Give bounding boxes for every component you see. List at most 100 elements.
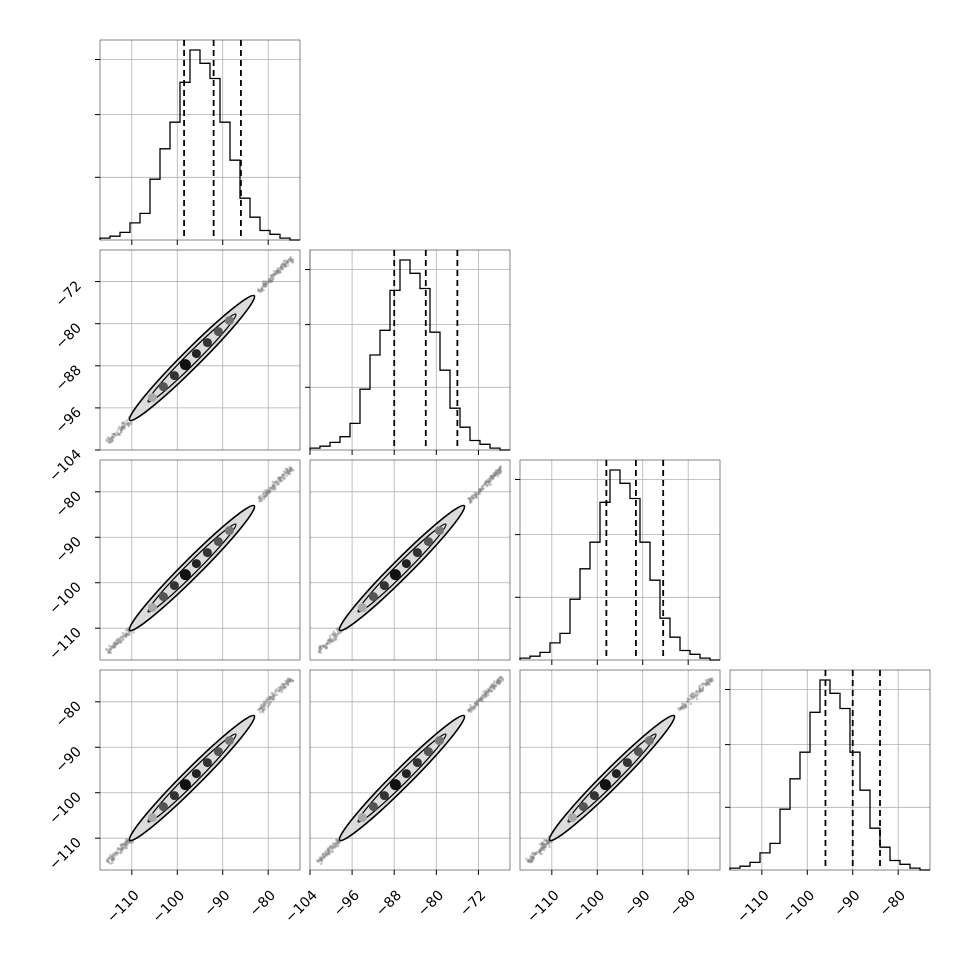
sample-point (318, 645, 321, 649)
sample-point (328, 848, 331, 851)
sample-point (329, 639, 333, 642)
sample-point (268, 280, 271, 284)
sample-point (334, 842, 337, 846)
sample-point (490, 682, 494, 686)
sample-point (706, 678, 710, 682)
sample-point (285, 260, 289, 264)
sample-point (680, 705, 683, 709)
sample-point (120, 848, 124, 852)
sample-point (259, 704, 263, 708)
sample-point (490, 475, 494, 478)
sample-point (279, 265, 283, 269)
sample-point (279, 686, 282, 689)
sample-point (126, 839, 129, 843)
sample-point (482, 486, 485, 490)
sample-point (541, 845, 545, 848)
sample-point (269, 697, 272, 701)
sample-point (326, 638, 330, 642)
density-blob (147, 393, 157, 403)
sample-point (540, 848, 543, 852)
histogram-step-line (519, 469, 720, 661)
sample-point (492, 684, 496, 688)
sample-point (546, 842, 549, 846)
sample-point (271, 480, 275, 484)
sample-point (698, 688, 702, 692)
sample-point (478, 492, 481, 496)
x-tick-label: −72 (457, 888, 489, 920)
sample-point (324, 853, 328, 856)
sample-point (692, 692, 695, 695)
sample-point (545, 841, 549, 845)
sample-point (279, 266, 283, 269)
histogram-step-line (729, 679, 930, 871)
density-blob (423, 747, 433, 757)
sample-point (542, 845, 546, 848)
sample-point (321, 645, 325, 648)
contour-inner (567, 733, 657, 823)
sample-point (120, 428, 123, 432)
sample-point (318, 647, 322, 650)
density-blob (191, 349, 201, 359)
sample-point (289, 468, 292, 472)
sample-point (265, 698, 268, 702)
sample-point (261, 708, 265, 711)
sample-point (323, 644, 326, 648)
sample-point (124, 838, 128, 841)
sample-point (484, 692, 488, 696)
sample-point (689, 694, 692, 698)
density-blob (213, 537, 223, 547)
sample-point (495, 473, 498, 476)
panel-frame (99, 459, 301, 661)
sample-point (275, 269, 279, 273)
sample-point (323, 645, 326, 649)
sample-point (684, 706, 688, 709)
sample-point (325, 642, 328, 646)
sample-point (289, 467, 292, 470)
sample-point (527, 860, 531, 864)
sample-point (528, 858, 531, 861)
sample-point (480, 695, 483, 699)
sample-point (478, 697, 481, 701)
sample-point (288, 678, 292, 681)
sample-point (288, 680, 292, 683)
sample-point (276, 270, 280, 274)
sample-point (128, 632, 131, 636)
sample-point (478, 489, 481, 493)
sample-point (475, 702, 479, 706)
sample-point (272, 695, 276, 699)
sample-point (485, 480, 489, 484)
sample-point (487, 481, 490, 484)
sample-point (681, 706, 685, 709)
sample-point (286, 264, 290, 267)
density-blob (169, 791, 179, 801)
sample-point (701, 682, 705, 685)
sample-point (685, 700, 689, 703)
sample-point (529, 860, 533, 864)
x-tick-label: −100 (570, 888, 609, 927)
sample-point (696, 693, 700, 696)
sample-point (123, 426, 126, 430)
sample-point (131, 840, 134, 844)
histogram-panel-2 (515, 459, 721, 665)
sample-point (541, 842, 544, 846)
sample-point (548, 845, 551, 848)
sample-point (490, 690, 494, 693)
sample-point (113, 642, 116, 646)
sample-point (547, 841, 551, 845)
sample-point (280, 688, 284, 691)
sample-point (116, 642, 119, 645)
sample-point (704, 682, 707, 686)
x-tick-label: −90 (831, 888, 863, 920)
sample-point (472, 497, 475, 500)
sample-point (533, 852, 537, 855)
sample-point (698, 691, 701, 694)
sample-point (318, 649, 321, 652)
sample-point (487, 480, 491, 483)
sample-point (274, 480, 278, 483)
sample-point (109, 647, 112, 651)
sample-point (283, 472, 286, 476)
sample-point (537, 850, 540, 854)
sample-point (327, 638, 331, 642)
sample-point (709, 679, 713, 683)
sample-point (279, 265, 283, 269)
